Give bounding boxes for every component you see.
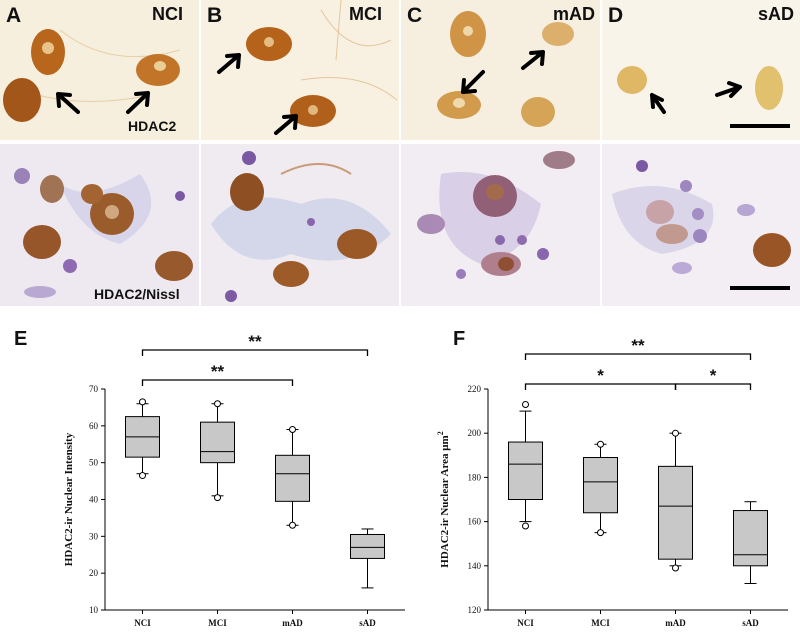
outlier-point	[214, 494, 221, 502]
outlier-point	[289, 521, 296, 529]
micrograph-panel-d: D sAD	[602, 0, 800, 140]
y-tick-label: 60	[89, 421, 99, 431]
box-mad	[658, 429, 693, 572]
micrograph-d-nissl-image	[602, 144, 800, 306]
box-iqr	[275, 454, 310, 502]
box-iqr	[733, 510, 768, 567]
chart-f-nuclear-area: F 120 140 160 180 200 220 HDAC2-ir Nuclear Area…	[436, 328, 788, 628]
x-tick-label-mad: mAD	[282, 618, 303, 628]
scale-bar-top	[730, 124, 790, 128]
y-axis-title: HDAC2-ir Nuclear Intensity	[63, 432, 75, 566]
micrograph-panel-c: C mAD	[401, 0, 600, 140]
group-label-mci: MCI	[349, 4, 382, 24]
micrograph-panel-a-nissl: HDAC2/Nissl	[0, 144, 199, 306]
y-tick-label: 70	[89, 384, 99, 394]
significance-bracket: *	[524, 366, 677, 390]
box-mad	[275, 426, 310, 529]
outlier-point	[522, 400, 529, 408]
stain-label-hdac2-nissl: HDAC2/Nissl	[94, 286, 180, 302]
y-tick-label: 220	[468, 384, 482, 394]
outlier-point	[597, 440, 604, 448]
outlier-point	[522, 522, 529, 530]
chart-label-e: E	[14, 328, 27, 350]
significance-bracket: *	[674, 366, 752, 390]
group-label-mad: mAD	[553, 4, 596, 24]
box-iqr	[350, 533, 385, 559]
outlier-point	[672, 429, 679, 437]
micrograph-d-image	[602, 0, 800, 140]
panel-label-c: C	[407, 4, 423, 27]
y-tick-label: 20	[89, 568, 99, 578]
panel-label-d: D	[608, 4, 624, 27]
outlier-point	[597, 529, 604, 537]
micrograph-panel-a: A NCI HDAC2	[0, 0, 199, 140]
outlier-point	[289, 426, 296, 434]
outlier-point	[139, 398, 146, 406]
chart-e-nuclear-intensity: E 10 20 30 40 50 60 70 HDAC2-ir Nuclear Intensit…	[14, 328, 405, 628]
y-tick-label: 30	[89, 531, 99, 541]
bracket-line	[524, 353, 752, 360]
x-tick-label-mad: mAD	[665, 618, 686, 628]
y-tick-label: 50	[89, 458, 99, 468]
y-tick-label: 10	[89, 605, 99, 615]
significance-label: *	[710, 366, 717, 385]
chart-label-f: F	[453, 328, 465, 350]
y-tick-label: 180	[468, 472, 482, 482]
significance-label: **	[248, 332, 262, 351]
significance-label: *	[597, 366, 604, 385]
y-tick-label: 140	[468, 561, 482, 571]
y-tick-label: 120	[468, 605, 482, 615]
box-sad	[350, 528, 385, 589]
outlier-point	[672, 564, 679, 572]
bracket-line	[141, 379, 294, 386]
micrograph-b-image	[201, 0, 399, 140]
significance-bracket: **	[141, 362, 294, 386]
x-tick-label-sad: sAD	[742, 618, 759, 628]
micrograph-a-image	[0, 0, 199, 140]
stain-label-hdac2: HDAC2	[128, 118, 177, 134]
micrograph-panel-c-nissl	[401, 144, 600, 306]
x-tick-label-sad: sAD	[359, 618, 376, 628]
box-iqr	[583, 457, 618, 514]
micrograph-b-nissl-image	[201, 144, 399, 306]
micrograph-c-nissl-image	[401, 144, 600, 306]
micrograph-panel-b-nissl	[201, 144, 399, 306]
x-tick-label-mci: MCI	[591, 618, 610, 628]
significance-label: **	[211, 362, 225, 381]
outlier-point	[214, 400, 221, 408]
micrograph-a-nissl-image	[0, 144, 199, 306]
box-nci	[508, 400, 543, 530]
box-sad	[733, 501, 768, 584]
group-label-sad: sAD	[758, 4, 795, 24]
y-axis-title-superscript: 2	[436, 431, 445, 435]
scale-bar-bottom	[730, 286, 790, 290]
x-tick-label-nci: NCI	[517, 618, 534, 628]
group-label-nci: NCI	[152, 4, 183, 24]
x-tick-label-mci: MCI	[208, 618, 227, 628]
significance-bracket: **	[524, 336, 752, 360]
box-iqr	[658, 465, 693, 560]
significance-bracket: **	[141, 332, 369, 356]
bracket-line	[141, 349, 369, 356]
y-tick-label: 200	[468, 428, 482, 438]
y-tick-label: 40	[89, 495, 99, 505]
significance-label: **	[631, 336, 645, 355]
box-nci	[125, 398, 160, 480]
box-iqr	[508, 441, 543, 501]
micrograph-c-image	[401, 0, 600, 140]
x-tick-label-nci: NCI	[134, 618, 151, 628]
y-tick-label: 160	[468, 517, 482, 527]
box-mci	[583, 440, 618, 537]
panel-label-a: A	[6, 4, 22, 27]
panel-label-b: B	[207, 4, 223, 27]
bracket-line	[674, 383, 752, 390]
outlier-point	[139, 472, 146, 480]
y-axis-title: HDAC2-ir Nuclear Area μm2	[436, 431, 451, 567]
box-mci	[200, 400, 235, 502]
micrograph-panel-b: B MCI	[201, 0, 399, 140]
micrograph-panel-d-nissl	[602, 144, 800, 306]
box-iqr	[200, 421, 235, 464]
